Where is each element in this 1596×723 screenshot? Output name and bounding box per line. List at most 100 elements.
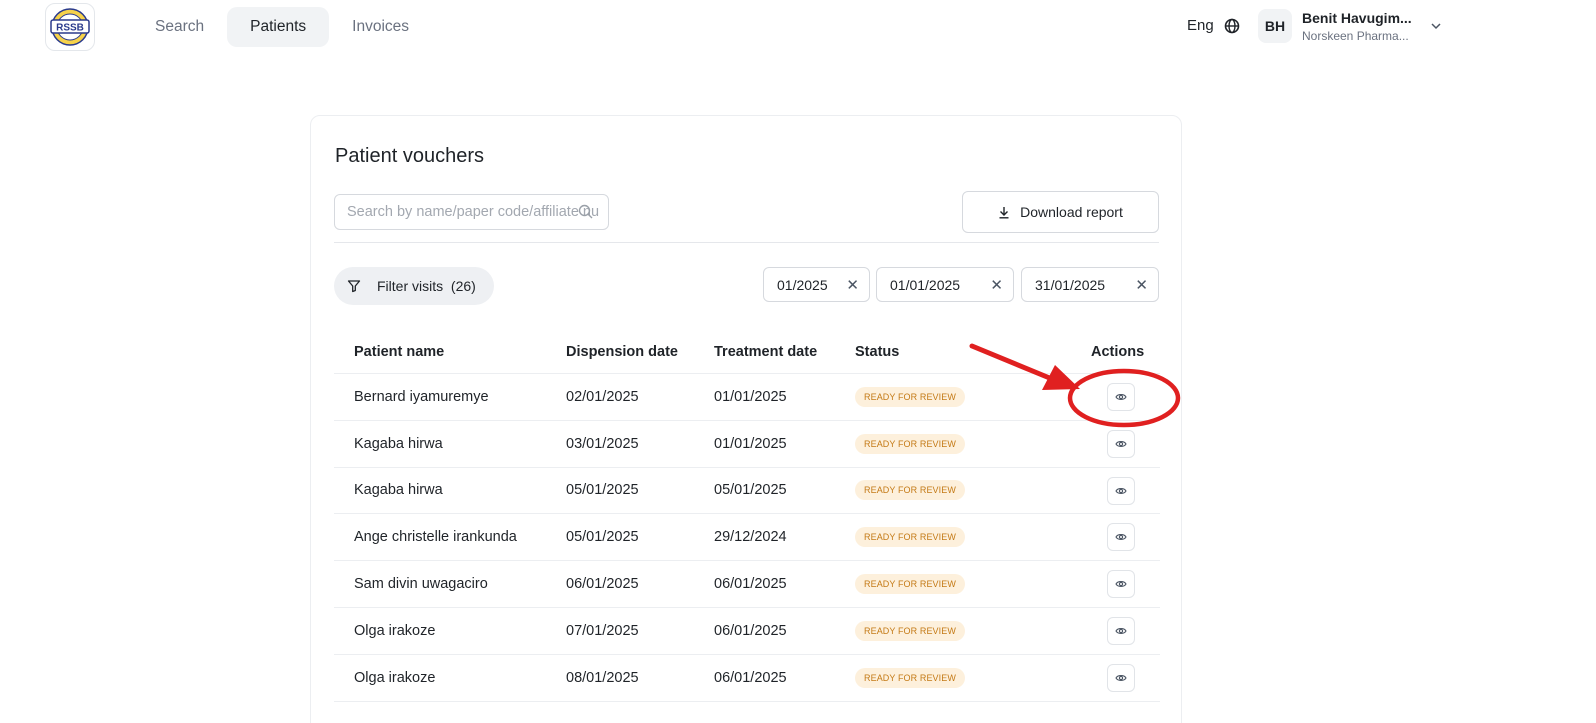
rssb-logo-icon: RSSB [50, 8, 90, 46]
view-voucher-button[interactable] [1107, 476, 1135, 505]
status-cell: READY FOR REVIEW [855, 561, 965, 607]
filter-chip-label: 31/01/2025 [1035, 276, 1106, 293]
patient-name-cell: Olga irakoze [354, 622, 436, 639]
dispension-date-cell: 07/01/2025 [566, 622, 639, 639]
table-header: Patient name Dispension date Treatment d… [334, 331, 1160, 374]
treatment-date-cell: 06/01/2025 [714, 576, 787, 593]
user-name: Benit Havugim... [1302, 9, 1412, 26]
page-title: Patient vouchers [335, 145, 484, 167]
globe-icon [1224, 18, 1240, 33]
view-voucher-button[interactable] [1107, 383, 1135, 411]
user-organization: Norskeen Pharma... [1302, 28, 1409, 43]
patient-name-cell: Ange christelle irankunda [354, 529, 517, 546]
status-badge: READY FOR REVIEW [855, 480, 965, 501]
patient-name-cell: Sam divin uwagaciro [354, 576, 488, 593]
table-row[interactable]: Ange christelle irankunda 05/01/2025 29/12… [334, 514, 1160, 562]
column-header-patient-name[interactable]: Patient name [354, 344, 445, 360]
patient-name-cell: Bernard iyamuremye [354, 388, 489, 405]
treatment-date-cell: 06/01/2025 [714, 669, 787, 686]
filter-visits-count: (26) [450, 278, 476, 294]
filter-chip-label: 01/2025 [777, 276, 828, 293]
eye-icon [1115, 531, 1127, 543]
eye-icon [1115, 391, 1127, 403]
dispension-date-cell: 05/01/2025 [566, 529, 639, 546]
divider [334, 242, 1159, 243]
column-header-actions: Actions [1091, 344, 1145, 360]
table-row[interactable]: Olga irakoze 07/01/2025 06/01/2025 READY FO… [334, 608, 1160, 655]
status-badge: READY FOR REVIEW [855, 620, 965, 641]
language-label: Eng [1187, 17, 1214, 34]
filter-visits-button[interactable]: Filter visits (26) [334, 267, 494, 305]
status-badge: READY FOR REVIEW [855, 527, 965, 548]
filter-chip-label: 01/01/2025 [890, 276, 961, 293]
status-cell: READY FOR REVIEW [855, 608, 965, 654]
chevron-down-icon[interactable] [1430, 20, 1442, 32]
filter-visits-label: Filter visits (26) [377, 278, 476, 294]
nav-item-invoices[interactable]: Invoices [352, 18, 410, 35]
eye-icon [1115, 578, 1127, 590]
dispension-date-cell: 03/01/2025 [566, 435, 639, 452]
view-voucher-button[interactable] [1107, 523, 1135, 552]
eye-icon [1115, 672, 1127, 684]
column-header-status[interactable]: Status [855, 344, 900, 360]
download-report-button[interactable]: Download report [962, 191, 1159, 233]
status-badge: READY FOR REVIEW [855, 574, 965, 595]
status-badge: READY FOR REVIEW [855, 386, 965, 407]
download-report-label: Download report [1020, 204, 1123, 220]
view-voucher-button[interactable] [1107, 663, 1135, 692]
status-cell: READY FOR REVIEW [855, 468, 965, 514]
vouchers-table: Patient name Dispension date Treatment d… [334, 331, 1160, 702]
table-row[interactable]: Kagaba hirwa 05/01/2025 05/01/2025 READY FO… [334, 468, 1160, 515]
rssb-logo[interactable]: RSSB [45, 3, 95, 51]
close-icon[interactable]: ✕ [846, 276, 859, 294]
table-row[interactable]: Bernard iyamuremye 02/01/2025 01/01/2025 RE… [334, 374, 1160, 421]
table-row[interactable]: Kagaba hirwa 03/01/2025 01/01/2025 READY FO… [334, 421, 1160, 468]
avatar: BH [1258, 9, 1292, 43]
treatment-date-cell: 05/01/2025 [714, 482, 787, 499]
status-badge: READY FOR REVIEW [855, 433, 965, 454]
view-voucher-button[interactable] [1107, 429, 1135, 458]
logo-text: RSSB [56, 23, 84, 34]
nav-item-search[interactable]: Search [155, 18, 205, 35]
search-input[interactable] [335, 204, 605, 220]
top-navigation-bar: RSSB Search Patients Invoices Eng BH Ben… [0, 0, 1596, 56]
status-cell: READY FOR REVIEW [855, 514, 965, 560]
download-icon [999, 206, 1009, 219]
status-cell: READY FOR REVIEW [855, 374, 965, 420]
filter-chip-start-date[interactable]: 01/01/2025 ✕ [876, 267, 1014, 302]
table-row[interactable]: Olga irakoze 08/01/2025 06/01/2025 READY FO… [334, 655, 1160, 702]
patient-name-cell: Olga irakoze [354, 669, 436, 686]
nav-item-patients[interactable]: Patients [227, 7, 330, 47]
eye-icon [1115, 625, 1127, 637]
close-icon[interactable]: ✕ [990, 276, 1003, 294]
user-info: Benit Havugim... Norskeen Pharma... [1302, 10, 1420, 43]
main-nav: Search Patients Invoices [132, 7, 432, 47]
dispension-date-cell: 05/01/2025 [566, 482, 639, 499]
treatment-date-cell: 29/12/2024 [714, 529, 787, 546]
column-header-dispension-date[interactable]: Dispension date [566, 344, 678, 360]
treatment-date-cell: 01/01/2025 [714, 388, 787, 405]
treatment-date-cell: 06/01/2025 [714, 622, 787, 639]
close-icon[interactable]: ✕ [1135, 276, 1148, 294]
status-cell: READY FOR REVIEW [855, 655, 965, 701]
table-row[interactable]: Sam divin uwagaciro 06/01/2025 06/01/2025 R… [334, 561, 1160, 608]
patient-name-cell: Kagaba hirwa [354, 435, 443, 452]
filter-icon [347, 280, 361, 293]
view-voucher-button[interactable] [1107, 570, 1135, 599]
status-badge: READY FOR REVIEW [855, 667, 965, 688]
treatment-date-cell: 01/01/2025 [714, 435, 787, 452]
filter-chip-end-date[interactable]: 31/01/2025 ✕ [1021, 267, 1159, 302]
dispension-date-cell: 06/01/2025 [566, 576, 639, 593]
patient-vouchers-card: Patient vouchers Download report Filter … [310, 115, 1182, 723]
patient-name-cell: Kagaba hirwa [354, 482, 443, 499]
column-header-treatment-date[interactable]: Treatment date [714, 344, 818, 360]
status-cell: READY FOR REVIEW [855, 421, 965, 467]
eye-icon [1115, 438, 1127, 450]
language-selector[interactable]: Eng [1187, 17, 1240, 34]
filter-chip-month[interactable]: 01/2025 ✕ [763, 267, 870, 302]
search-box [334, 194, 609, 230]
dispension-date-cell: 02/01/2025 [566, 388, 639, 405]
search-icon [578, 204, 593, 219]
view-voucher-button[interactable] [1107, 616, 1135, 645]
user-menu[interactable]: BH Benit Havugim... Norskeen Pharma... [1258, 9, 1442, 43]
